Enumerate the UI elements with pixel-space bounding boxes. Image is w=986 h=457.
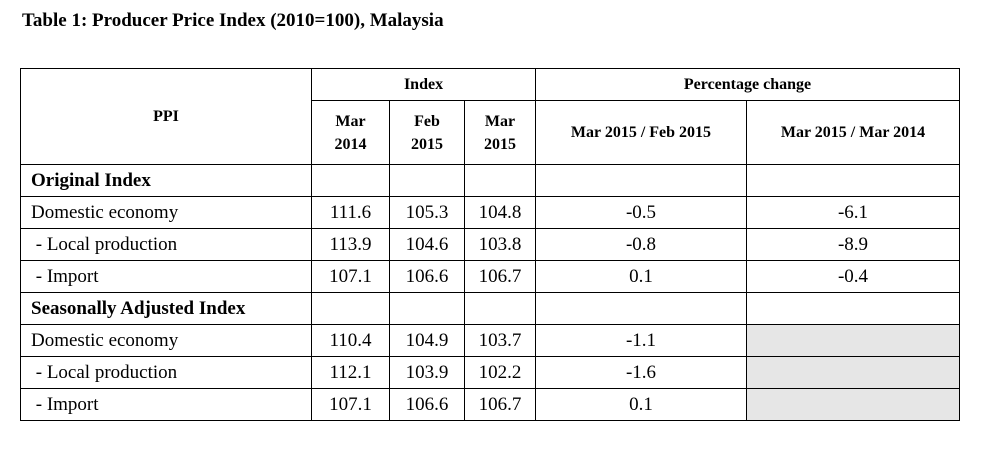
value-cell: 102.2 [464,356,536,389]
value-cell: 103.8 [464,228,536,261]
value-cell: 111.6 [311,196,390,229]
empty-cell [535,164,747,197]
value-cell: 0.1 [535,260,747,293]
empty-cell [389,164,465,197]
value-cell: -0.4 [746,260,960,293]
ppi-header: PPI [20,68,312,165]
table-row: - Import 107.1 106.6 106.7 0.1 [20,388,960,421]
value-cell: -1.1 [535,324,747,357]
ppi-table: PPI Index Percentage change Mar 2014 Feb 2… [20,68,960,421]
empty-cell [311,292,390,325]
value-cell: 110.4 [311,324,390,357]
value-cell: 106.7 [464,388,536,421]
empty-cell [311,164,390,197]
table-row: - Local production 112.1 103.9 102.2 -1.… [20,356,960,389]
table-title: Table 1: Producer Price Index (2010=100)… [22,10,444,31]
percentage-change-group-header: Percentage change [535,68,960,101]
table-row: Domestic economy 111.6 105.3 104.8 -0.5 … [20,196,960,229]
value-cell: -8.9 [746,228,960,261]
value-cell: 107.1 [311,388,390,421]
value-cell: 104.9 [389,324,465,357]
value-cell: 104.6 [389,228,465,261]
section-title-original-index: Original Index [20,164,312,197]
section-title-seasonally-adjusted-index: Seasonally Adjusted Index [20,292,312,325]
empty-cell [746,164,960,197]
col-header-mar-2015: Mar 2015 [464,100,536,165]
value-cell: 106.6 [389,260,465,293]
value-cell: 0.1 [535,388,747,421]
value-cell: 104.8 [464,196,536,229]
row-label: Domestic economy [20,196,312,229]
col-header-mar-2014: Mar 2014 [311,100,390,165]
row-label: - Local production [20,356,312,389]
shaded-empty-cell [746,356,960,389]
col-header-month: Mar [335,112,366,130]
table-row: - Import 107.1 106.6 106.7 0.1 -0.4 [20,260,960,293]
col-header-month: Mar [484,112,516,130]
table-row: Domestic economy 110.4 104.9 103.7 -1.1 [20,324,960,357]
empty-cell [535,292,747,325]
table-row: - Local production 113.9 104.6 103.8 -0.… [20,228,960,261]
value-cell: -0.8 [535,228,747,261]
col-header-year: 2014 [334,135,367,153]
value-cell: -6.1 [746,196,960,229]
col-header-yoy-change: Mar 2015 / Mar 2014 [746,100,960,165]
index-group-header: Index [311,68,536,101]
empty-cell [746,292,960,325]
empty-cell [389,292,465,325]
col-header-month: Feb [414,112,440,130]
value-cell: 106.6 [389,388,465,421]
shaded-empty-cell [746,324,960,357]
empty-cell [464,164,536,197]
value-cell: 103.9 [389,356,465,389]
col-header-year: 2015 [484,135,516,153]
value-cell: -1.6 [535,356,747,389]
col-header-mom-change: Mar 2015 / Feb 2015 [535,100,747,165]
value-cell: -0.5 [535,196,747,229]
col-header-year: 2015 [411,135,443,153]
value-cell: 113.9 [311,228,390,261]
value-cell: 106.7 [464,260,536,293]
row-label: - Import [20,260,312,293]
shaded-empty-cell [746,388,960,421]
row-label: - Import [20,388,312,421]
value-cell: 105.3 [389,196,465,229]
value-cell: 103.7 [464,324,536,357]
row-label: Domestic economy [20,324,312,357]
value-cell: 107.1 [311,260,390,293]
empty-cell [464,292,536,325]
value-cell: 112.1 [311,356,390,389]
col-header-feb-2015: Feb 2015 [389,100,465,165]
row-label: - Local production [20,228,312,261]
